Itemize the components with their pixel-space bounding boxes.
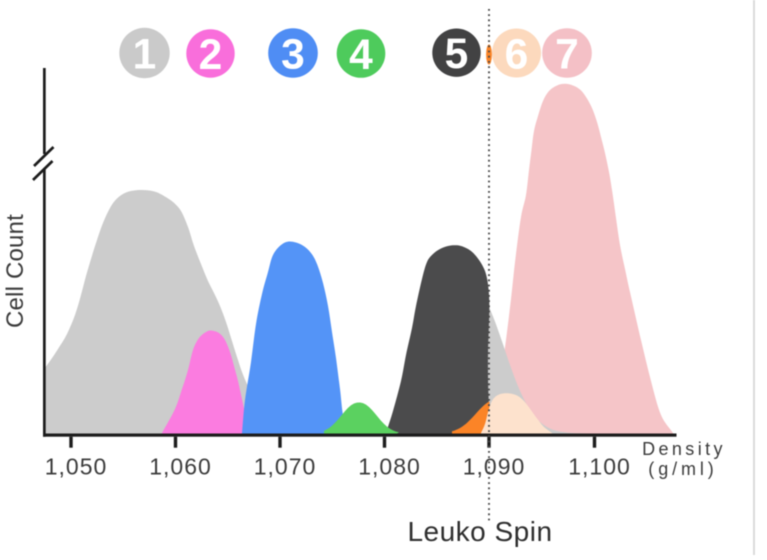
svg-text:1,050: 1,050 [45, 454, 108, 480]
svg-text:Cell Count: Cell Count [2, 214, 29, 328]
svg-text:Density: Density [642, 439, 726, 459]
svg-text:(g/ml): (g/ml) [648, 459, 717, 479]
svg-text:7: 7 [555, 31, 579, 78]
svg-text:5: 5 [445, 31, 469, 78]
svg-text:1,080: 1,080 [358, 454, 421, 480]
svg-text:4: 4 [349, 32, 373, 79]
svg-text:1: 1 [133, 31, 157, 78]
svg-text:1,100: 1,100 [568, 454, 631, 480]
svg-text:1,090: 1,090 [463, 454, 526, 480]
svg-text:Leuko Spin: Leuko Spin [407, 516, 552, 547]
svg-text:3: 3 [281, 31, 305, 78]
svg-text:2: 2 [199, 32, 223, 79]
svg-text:1,070: 1,070 [254, 454, 317, 480]
svg-text:6: 6 [505, 31, 529, 78]
svg-text:1,060: 1,060 [149, 454, 212, 480]
